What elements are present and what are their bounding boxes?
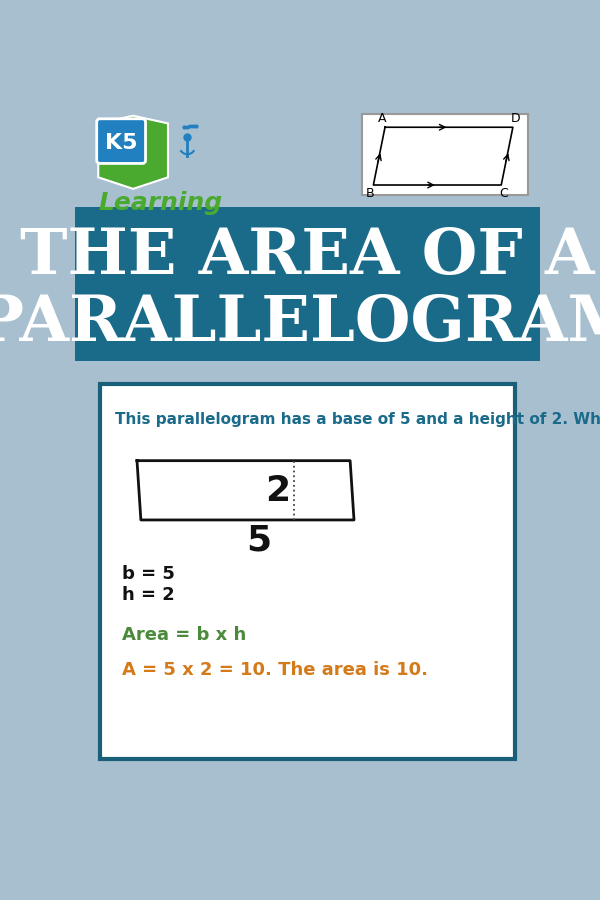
FancyBboxPatch shape: [100, 383, 515, 760]
Text: 2: 2: [265, 473, 290, 508]
Polygon shape: [98, 116, 168, 189]
FancyBboxPatch shape: [97, 119, 146, 164]
Text: 5: 5: [247, 524, 272, 558]
Text: A: A: [377, 112, 386, 125]
Text: THE AREA OF A: THE AREA OF A: [20, 226, 595, 287]
Text: C: C: [499, 187, 508, 201]
Text: D: D: [511, 112, 520, 125]
Text: This parallelogram has a base of 5 and a height of 2. What is the area?: This parallelogram has a base of 5 and a…: [115, 412, 600, 427]
Text: PARALLELOGRAM: PARALLELOGRAM: [0, 293, 600, 354]
Text: B: B: [366, 187, 374, 201]
Text: b = 5: b = 5: [121, 565, 175, 583]
Text: Area = b x h: Area = b x h: [121, 626, 246, 644]
Text: A = 5 x 2 = 10. The area is 10.: A = 5 x 2 = 10. The area is 10.: [121, 662, 427, 680]
FancyBboxPatch shape: [75, 207, 540, 361]
FancyBboxPatch shape: [362, 114, 529, 195]
Text: h = 2: h = 2: [121, 587, 174, 605]
Text: Learning: Learning: [98, 191, 223, 215]
Text: K5: K5: [105, 132, 138, 153]
Polygon shape: [137, 461, 354, 520]
